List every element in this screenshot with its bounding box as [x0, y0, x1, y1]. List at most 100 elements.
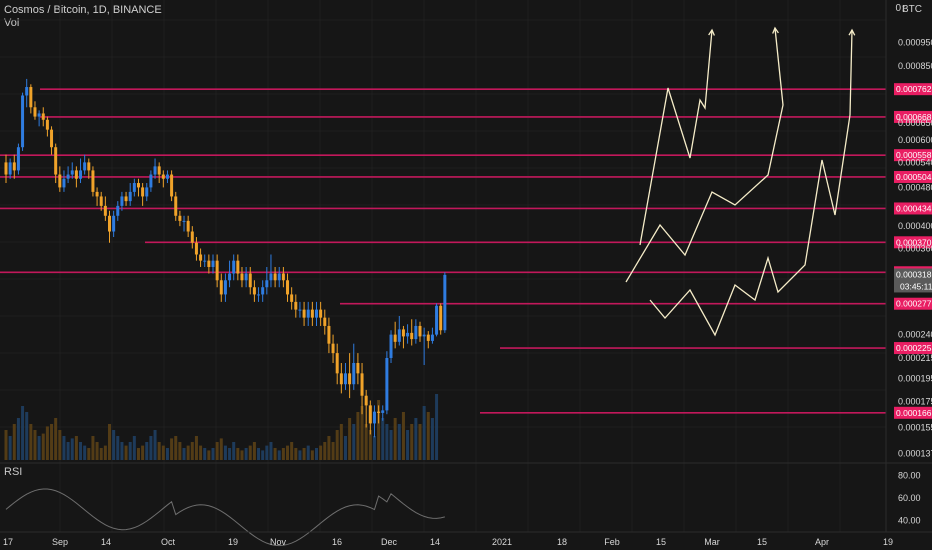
volume-bar	[331, 442, 335, 460]
volume-bar	[406, 430, 410, 460]
candle-body	[186, 220, 190, 232]
candle-body	[141, 187, 145, 197]
volume-bar	[290, 442, 294, 460]
candle-body	[319, 309, 323, 318]
projection-arrowhead	[772, 26, 779, 34]
candle-body	[91, 170, 95, 192]
volume-bar	[422, 406, 426, 460]
candle-body	[368, 405, 372, 424]
candle-body	[352, 362, 356, 385]
volume-bar	[161, 445, 165, 460]
candle-body	[343, 373, 347, 385]
candle-body	[45, 119, 49, 130]
candle-body	[136, 183, 140, 188]
projection-arrowhead	[708, 28, 715, 36]
volume-bar	[124, 445, 128, 460]
symbol-title: Cosmos / Bitcoin, 1D, BINANCE	[4, 4, 162, 16]
volume-bar	[381, 418, 385, 460]
level-tag	[894, 170, 932, 183]
candle-body	[240, 273, 244, 281]
candle-body	[165, 174, 169, 179]
candle-body	[12, 162, 16, 171]
candle-body	[182, 220, 186, 222]
candle-body	[103, 205, 107, 216]
volume-bar	[66, 442, 70, 460]
candle-body	[418, 325, 422, 337]
time-tick-label: 15	[757, 537, 767, 547]
volume-bar	[248, 445, 252, 460]
volume-bar	[153, 430, 157, 460]
volume-bar	[306, 445, 310, 460]
volume-bar	[414, 418, 418, 460]
candle-body	[397, 329, 401, 342]
volume-bar	[120, 442, 124, 460]
volume-bars	[4, 394, 439, 460]
volume-bar	[430, 418, 434, 460]
candle-body	[281, 273, 285, 281]
volume-bar	[348, 418, 352, 460]
level-tag-label: 0.0005042	[896, 172, 932, 182]
candle-body	[16, 147, 20, 171]
volume-bar	[215, 442, 219, 460]
price-tick-label: 0.0006500	[898, 118, 932, 128]
volume-bar	[170, 438, 174, 460]
volume-bar	[426, 412, 430, 460]
volume-bar	[228, 448, 232, 460]
time-tick-label: 2021	[492, 537, 512, 547]
volume-bar	[79, 442, 83, 460]
candle-body	[4, 162, 8, 175]
candle-body	[414, 325, 418, 340]
candle-body	[37, 113, 41, 117]
rsi-tick-label: 60.00	[898, 493, 921, 503]
volume-bar	[232, 442, 236, 460]
volume-bar	[352, 424, 356, 460]
candle-body	[128, 191, 132, 202]
volume-bar	[145, 442, 149, 460]
price-tick-label: 0.0003600	[898, 244, 932, 254]
level-lines: 0.00076230.00066890.00055870.00050420.00…	[0, 83, 932, 419]
price-tick-label: 0.0008500	[898, 61, 932, 71]
candle-body	[132, 183, 136, 192]
level-tag	[894, 83, 932, 96]
candle-body	[83, 162, 87, 171]
time-tick-label: 15	[656, 537, 666, 547]
time-tick-label: Mar	[704, 537, 720, 547]
volume-bar	[372, 436, 376, 460]
volume-bar	[87, 448, 91, 460]
candle-body	[298, 309, 302, 311]
price-tick-label: 0.0001370	[898, 449, 932, 459]
candle-body	[108, 215, 111, 232]
time-tick-label: Apr	[815, 537, 829, 547]
candle-body	[327, 325, 331, 344]
level-tag-label: 0.0004347	[896, 203, 932, 213]
level-tag-label: 0.0002253	[896, 343, 932, 353]
candle-body	[153, 166, 157, 175]
pane-settings-icon[interactable]: 0↕	[895, 3, 906, 14]
candle-body	[178, 215, 182, 221]
candle-body	[219, 280, 223, 295]
candle-body	[269, 273, 273, 281]
candle-body	[70, 170, 74, 175]
volume-bar	[83, 445, 87, 460]
volume-bar	[33, 430, 37, 460]
volume-bar	[244, 448, 248, 460]
countdown-label: 03:45:11	[900, 281, 932, 291]
candle-body	[228, 273, 232, 281]
currency-unit[interactable]: BTC	[902, 4, 922, 15]
volume-bar	[136, 448, 140, 460]
candle-body	[116, 205, 120, 216]
volume-bar	[37, 436, 41, 460]
volume-bar	[410, 424, 414, 460]
candle-body	[377, 411, 381, 413]
price-tick-label: 0.0002400	[898, 330, 932, 340]
time-tick-label: 14	[430, 537, 440, 547]
volume-bar	[211, 448, 215, 460]
candle-body	[244, 273, 248, 281]
price-tick-label: 0.0001750	[898, 397, 932, 407]
rsi-label: RSI	[4, 466, 23, 478]
candle-body	[385, 357, 389, 411]
volume-bar	[265, 445, 269, 460]
time-tick-label: 17	[3, 537, 13, 547]
volume-bar	[219, 438, 223, 460]
